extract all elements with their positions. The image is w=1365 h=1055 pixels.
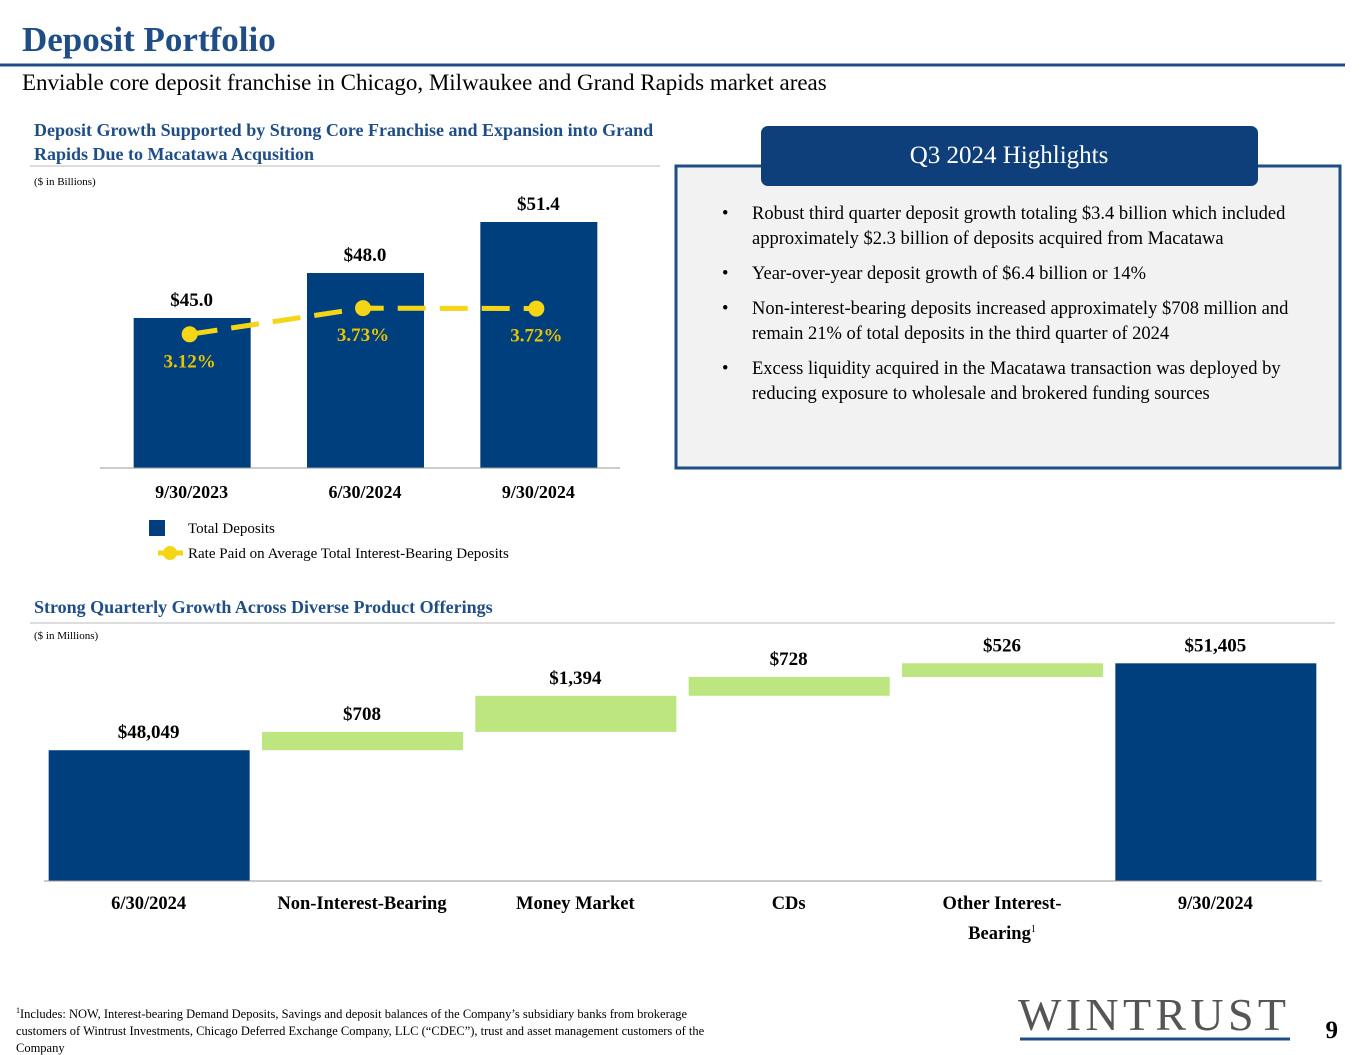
x-tick-text: 9/30/2024 <box>1177 894 1253 914</box>
x-tick-label: Other Interest-Bearing1 <box>922 892 1082 947</box>
bullet-text: Non-interest-bearing deposits increased … <box>752 299 1289 344</box>
footnote-text: Includes: NOW, Interest-bearing Demand D… <box>16 1007 705 1055</box>
value-label: 3.72% <box>510 326 562 347</box>
x-tick-label: 9/30/2024 <box>1105 892 1325 917</box>
bullet-text: Excess liquidity acquired in the Macataw… <box>752 359 1281 404</box>
logo: WINTRUST <box>1018 989 1286 1040</box>
highlights-title: Q3 2024 Highlights <box>910 142 1109 169</box>
page-title: Deposit Portfolio <box>22 20 276 59</box>
legend-label: Rate Paid on Average Total Interest-Bear… <box>188 546 509 562</box>
bullet-text: Robust third quarter deposit growth tota… <box>752 204 1286 249</box>
chart-title: Strong Quarterly Growth Across Diverse P… <box>34 597 493 617</box>
value-label: 3.12% <box>164 351 216 372</box>
x-tick-text: 6/30/2024 <box>111 894 187 914</box>
x-tick-label: 6/30/2024 <box>39 892 259 917</box>
value-label: $708 <box>343 704 381 725</box>
bullet: • Year-over-year deposit growth of $6.4 b… <box>722 262 1322 287</box>
value-label: $51,405 <box>1184 635 1246 656</box>
rate-point <box>181 326 198 343</box>
value-label: $48,049 <box>118 722 180 743</box>
bullet-dot: • <box>722 299 729 319</box>
bullet-dot: • <box>722 264 729 284</box>
x-tick-text: Money Market <box>515 894 635 914</box>
bullet: • Non-interest-bearing deposits increased… <box>722 297 1322 347</box>
highlights-tab <box>761 126 1258 186</box>
page-subtitle: Enviable core deposit franchise in Chica… <box>22 70 827 95</box>
legend-label: Total Deposits <box>188 521 275 537</box>
x-tick-label: Money Market <box>465 892 685 917</box>
legend-swatch <box>149 520 165 536</box>
highlights-box <box>674 164 1342 470</box>
bar <box>902 663 1103 677</box>
chart-subtitle: ($ in Millions) <box>34 630 99 642</box>
footnote-marker: 1 <box>16 1006 20 1015</box>
bar <box>480 222 598 468</box>
bullet-text: Year-over-year deposit growth of $6.4 bi… <box>752 264 1147 284</box>
footnote-marker: 1 <box>1030 924 1036 935</box>
x-tick-label: CDs <box>679 892 899 917</box>
value-label: 3.73% <box>337 325 389 346</box>
x-tick-label: 6/30/2024 <box>328 482 401 502</box>
bar <box>1115 663 1317 881</box>
x-tick-label: 9/30/2023 <box>155 482 228 502</box>
x-tick-text: CDs <box>771 894 806 914</box>
value-label: $728 <box>770 649 808 670</box>
page-number: 9 <box>1326 1017 1339 1044</box>
x-tick-text: Other Interest-Bearing <box>942 894 1062 945</box>
value-label: $51.4 <box>517 194 560 215</box>
rate-point <box>355 300 371 317</box>
x-tick-label: Non-Interest-Bearing <box>252 892 472 917</box>
x-tick-text: Non-Interest-Bearing <box>277 894 447 914</box>
bar <box>262 731 463 751</box>
value-label: $526 <box>983 635 1021 656</box>
bar <box>133 318 251 468</box>
footnote: 1Includes: NOW, Interest-bearing Demand … <box>16 1002 716 1055</box>
bar <box>475 695 677 732</box>
rate-point <box>528 300 545 317</box>
value-label: $45.0 <box>170 290 213 311</box>
bullet: • Robust third quarter deposit growth tot… <box>722 202 1322 252</box>
chart-title: Deposit Growth Supported by Strong Core … <box>34 120 654 164</box>
bar <box>48 750 250 881</box>
value-label: $1,394 <box>549 668 602 689</box>
highlights-list: • Robust third quarter deposit growth tot… <box>722 202 1322 417</box>
bullet-dot: • <box>722 359 729 379</box>
bar <box>688 676 890 696</box>
bullet: • Excess liquidity acquired in the Macata… <box>722 357 1322 407</box>
legend-swatch <box>163 546 177 560</box>
x-tick-label: 9/30/2024 <box>502 482 575 502</box>
value-label: $48.0 <box>344 245 387 266</box>
bullet-dot: • <box>722 204 729 224</box>
chart-subtitle: ($ in Billions) <box>34 176 96 188</box>
